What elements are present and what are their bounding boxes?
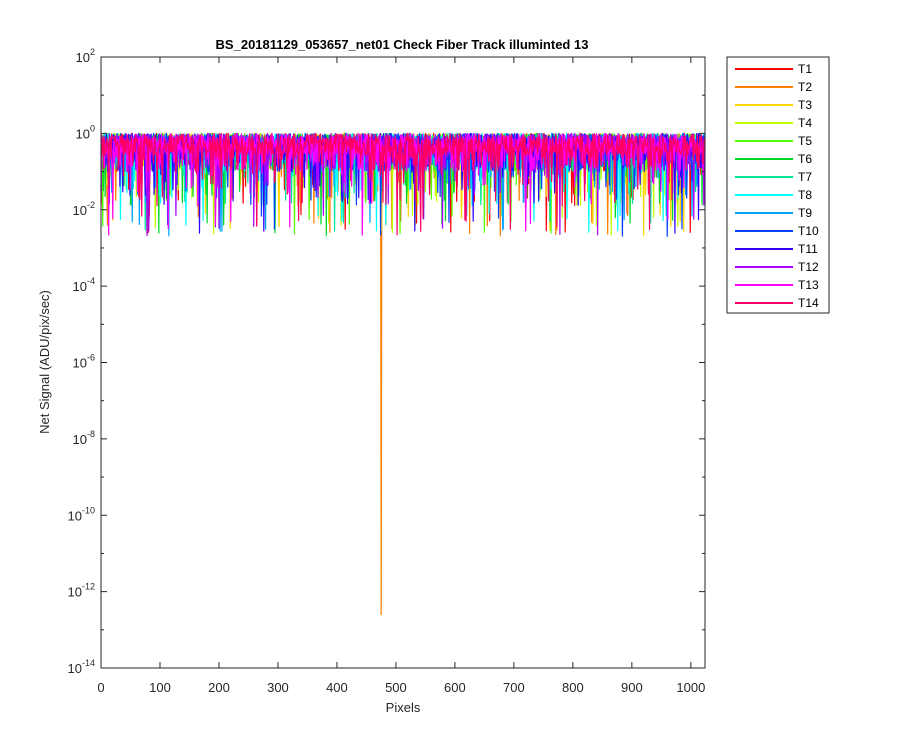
legend-label-t2: T2 <box>798 80 812 94</box>
y-tick-label: 10-14 <box>68 658 95 676</box>
legend-label-t8: T8 <box>798 188 812 202</box>
x-tick-label: 200 <box>208 680 230 695</box>
y-tick-label: 10-12 <box>68 582 95 600</box>
legend-label-t12: T12 <box>798 260 819 274</box>
y-axis-title: Net Signal (ADU/pix/sec) <box>37 290 52 434</box>
x-tick-label: 0 <box>97 680 104 695</box>
legend-box <box>726 56 830 314</box>
legend-label-t9: T9 <box>798 206 812 220</box>
y-tick-label: 10-8 <box>73 429 95 447</box>
legend-label-t11: T11 <box>798 242 818 256</box>
y-tick-label: 10-4 <box>73 276 95 294</box>
legend-items: T1 T2 T3 T4 T5 T6 T7 T8 T9 T10 T11 T12 T13 T14 <box>735 62 819 310</box>
x-tick-label: 400 <box>326 680 348 695</box>
y-tick-label: 10-2 <box>73 200 95 218</box>
legend-label-t10: T10 <box>798 224 819 238</box>
series-layer <box>100 132 706 616</box>
legend-label-t5: T5 <box>798 134 812 148</box>
y-tick-label: 102 <box>76 47 95 65</box>
series-line-t2 <box>100 132 706 616</box>
x-tick-label: 300 <box>267 680 289 695</box>
y-tick-label: 10-6 <box>73 353 95 371</box>
y-tick-label: 100 <box>76 123 95 141</box>
legend-label-t4: T4 <box>798 116 812 130</box>
x-tick-label: 900 <box>621 680 643 695</box>
x-axis-title: Pixels <box>386 700 421 715</box>
x-tick-label: 500 <box>385 680 407 695</box>
legend-label-t6: T6 <box>798 152 812 166</box>
legend: T1 T2 T3 T4 T5 T6 T7 T8 T9 T10 T11 T12 T13 T14 <box>726 56 830 314</box>
legend-label-t1: T1 <box>798 62 812 76</box>
legend-label-t13: T13 <box>798 278 819 292</box>
legend-label-t14: T14 <box>798 296 819 310</box>
series-line-t14 <box>100 132 706 236</box>
legend-label-t3: T3 <box>798 98 812 112</box>
x-tick-label: 600 <box>444 680 466 695</box>
y-tick-label: 10-10 <box>68 505 95 523</box>
x-tick-label: 100 <box>149 680 171 695</box>
ticks-layer: 0 100 200 300 400 500 600 700 800 900 1000 102 100 10… <box>68 47 706 695</box>
legend-label-t7: T7 <box>798 170 812 184</box>
chart-title: BS_20181129_053657_net01 Check Fiber Tra… <box>216 37 589 52</box>
x-tick-label: 700 <box>503 680 525 695</box>
x-tick-label: 1000 <box>676 680 705 695</box>
x-tick-label: 800 <box>562 680 584 695</box>
